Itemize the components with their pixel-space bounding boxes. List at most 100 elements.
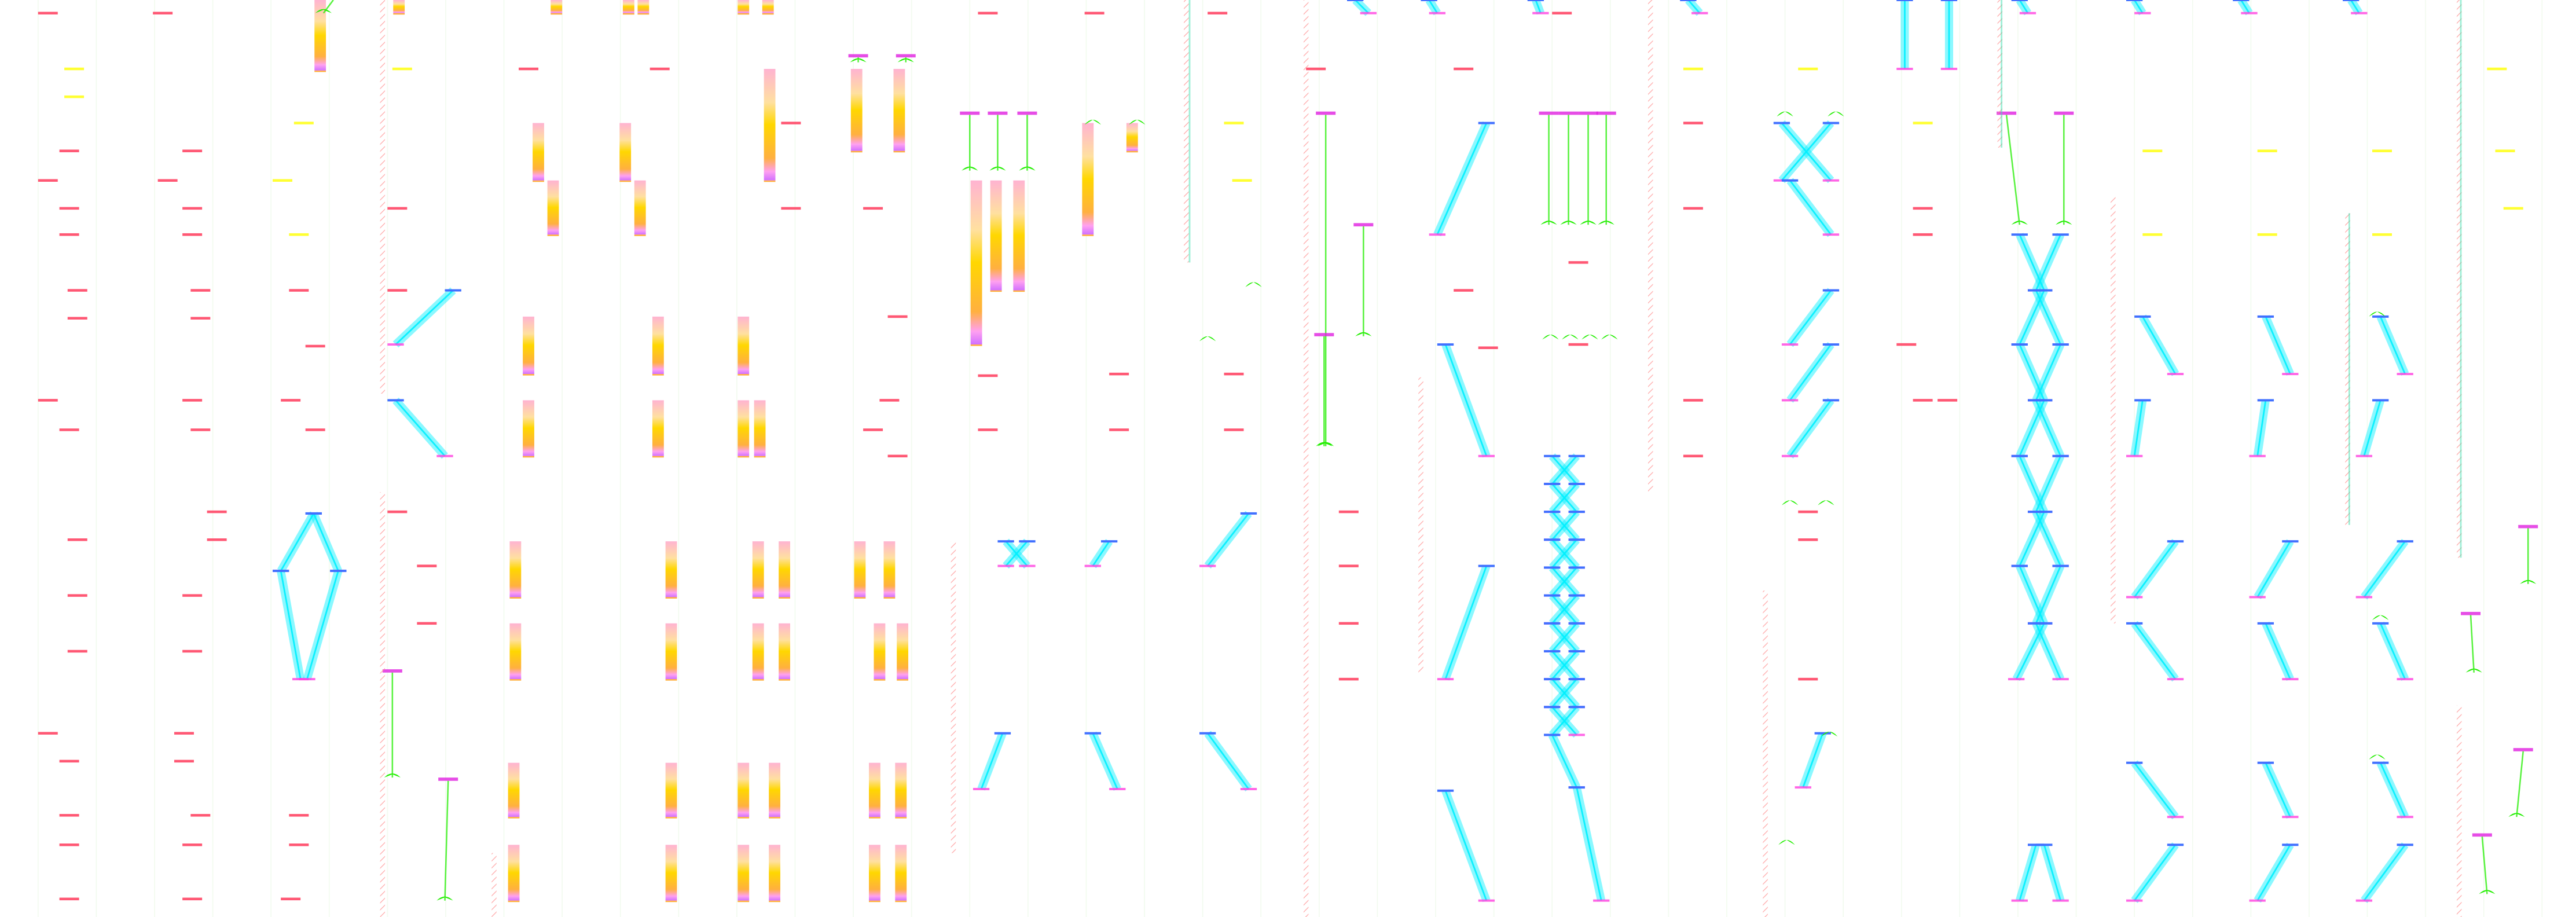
bar-base-mark [762,13,774,15]
cyan-ribbon-core [2240,0,2250,14]
ribbon-top-cap [1822,399,1840,402]
cyan-ribbon-core [1551,567,1577,596]
gradient-bar [737,316,750,375]
gradient-bar [752,541,764,597]
gradient-bar [665,623,677,680]
ribbon-top-cap [1814,732,1831,735]
gradient-bar [869,762,880,817]
cyan-ribbon-core [1551,455,1577,485]
hatched-strip [1184,0,1189,263]
magenta-header-mark [896,54,916,58]
bar-base-mark [523,374,534,376]
cyan-ribbon-core [1789,289,1832,345]
red-dash-mark [182,207,203,210]
green-chevron-mark [2372,615,2389,621]
green-arrowhead [436,896,453,901]
red-dash-mark [190,814,211,817]
panel-marks [38,0,2538,917]
gradient-bar [665,762,677,817]
ribbon-bottom-cap [1568,733,1585,736]
red-dash-mark [38,732,58,735]
ribbon-bottom-cap [2008,678,2025,681]
yellow-dash-mark [2372,149,2392,152]
cyan-ribbon-core [980,733,1004,790]
ribbon-bottom-cap [1084,564,1101,567]
ribbon-bottom-cap [1437,678,1454,681]
ribbon-top-cap [1896,0,1913,1]
ribbon-bottom-cap [436,454,453,457]
red-dash-mark [182,149,203,152]
bar-base-mark [665,597,677,599]
green-arrowhead [897,58,914,63]
hatched-strip [1303,0,1309,917]
yellow-dash-mark [64,95,85,98]
red-dash-mark [157,179,178,182]
ribbon-bottom-cap [2167,373,2184,376]
cyan-ribbon-core [2134,762,2177,818]
red-dash-mark [281,399,301,402]
gradient-bar [752,623,764,680]
ribbon-bottom-cap [1199,564,1216,567]
red-dash-mark [863,428,883,431]
green-connector [2481,837,2488,894]
cyan-ribbon-core [2035,344,2061,401]
red-dash-mark [879,399,900,402]
gradient-bar [769,845,780,901]
ribbon-bottom-cap [2397,373,2413,376]
magenta-header-mark [1314,333,1334,336]
red-dash-mark [1338,510,1359,513]
bar-base-mark [1126,151,1138,153]
magenta-header-mark [1353,223,1374,227]
cyan-ribbon-core [2133,400,2144,456]
magenta-header-mark [960,111,980,115]
ribbon-top-cap [1544,733,1561,736]
hatched-strip [951,541,956,853]
ribbon-bottom-cap [1795,786,1811,789]
red-dash-mark [887,454,908,458]
green-arrowhead [2011,221,2028,225]
magenta-header-mark [988,111,1008,115]
bar-base-mark [883,597,896,599]
gradient-bar [314,0,326,71]
ribbon-bottom-cap [2282,816,2299,819]
red-dash-mark [1552,12,1572,14]
bar-base-mark [508,817,520,819]
red-dash-mark [1913,207,1933,210]
ribbon-top-cap [1940,0,1958,1]
gradient-bar [737,845,750,901]
bar-base-mark [619,180,632,182]
green-arrowhead [384,773,401,778]
red-dash-mark [305,344,325,348]
magenta-header-mark [2461,611,2481,615]
green-arrowhead [2520,579,2537,584]
ribbon-bottom-cap [2249,454,2266,457]
hatched-strip [2111,197,2116,623]
green-connector [2516,751,2524,817]
red-dash-mark [289,843,309,846]
gradient-bar [874,623,886,680]
ribbon-top-cap [1084,732,1101,735]
green-arrowhead [962,166,978,171]
red-dash-mark [182,399,203,402]
red-dash-mark [863,207,883,210]
ribbon-bottom-cap [1109,787,1126,790]
gradient-bar [1082,123,1094,235]
cyan-ribbon-core [1551,706,1577,736]
green-connector [2469,615,2475,673]
green-chevron-mark [1084,119,1101,125]
ribbon-top-cap [1568,622,1585,625]
yellow-dash-mark [2257,233,2277,236]
ribbon-top-cap [1544,511,1561,513]
ribbon-top-cap [2134,315,2151,318]
ribbon-top-cap [445,289,461,292]
yellow-dash-mark [64,67,85,71]
ribbon-top-cap [1437,789,1454,792]
red-dash-mark [1913,399,1933,402]
gradient-bar [665,541,677,597]
bar-base-mark [509,679,522,681]
red-dash-mark [1224,428,1244,431]
green-chevron-mark [1581,335,1598,340]
yellow-dash-mark [2372,233,2392,236]
teal-strip [2348,213,2350,525]
bar-base-mark [652,374,664,376]
